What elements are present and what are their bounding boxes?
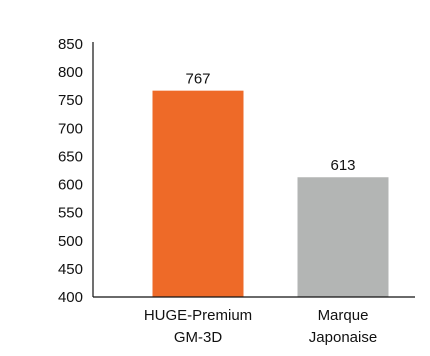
data-labels: 767 613 [185, 71, 355, 175]
x-category-label: Japonaise [309, 329, 377, 346]
y-tick-label: 450 [58, 261, 83, 278]
y-tick-label: 700 [58, 120, 83, 137]
x-category-label: GM-3D [174, 329, 223, 346]
bar-data-label: 613 [330, 157, 355, 174]
bar-data-label: 767 [185, 71, 210, 88]
y-tick-label: 500 [58, 233, 83, 250]
y-axis: 400 450 500 550 600 650 700 750 800 850 [58, 36, 94, 306]
y-tick-label: 400 [58, 289, 83, 306]
x-category-label: HUGE-Premium [144, 307, 252, 324]
y-tick-label: 850 [58, 36, 83, 53]
y-tick-label: 550 [58, 205, 83, 222]
bar [152, 90, 244, 297]
y-tick-label: 800 [58, 64, 83, 81]
bars [152, 90, 389, 297]
x-category-label: Marque [318, 307, 369, 324]
y-tick-label: 750 [58, 92, 83, 109]
x-axis: HUGE-Premium GM-3D Marque Japonaise [93, 296, 415, 346]
y-tick-label: 650 [58, 148, 83, 165]
bar [297, 177, 389, 297]
y-tick-label: 600 [58, 177, 83, 194]
